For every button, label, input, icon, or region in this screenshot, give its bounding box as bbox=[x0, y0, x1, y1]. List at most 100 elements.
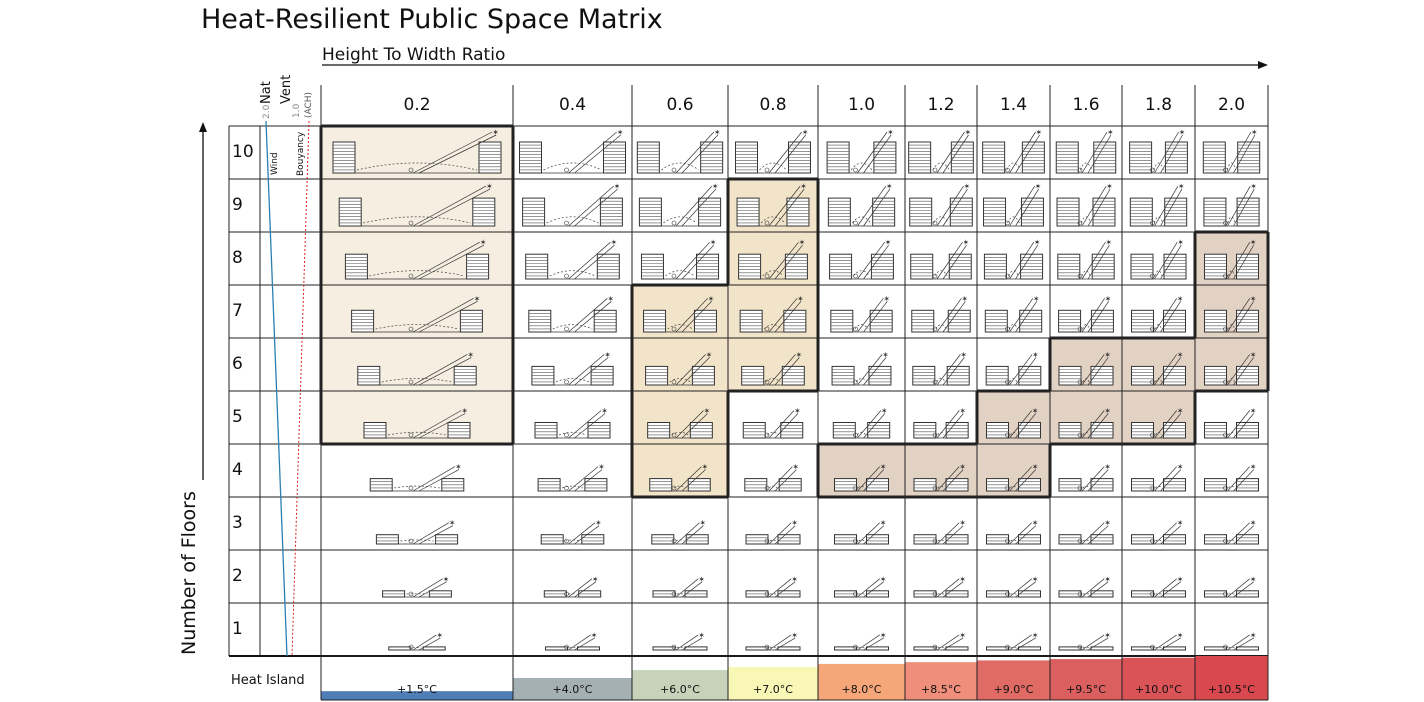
sun-ray bbox=[1087, 525, 1109, 545]
sun-icon: ✶ bbox=[1104, 575, 1111, 584]
sun-icon: ✶ bbox=[1105, 294, 1112, 303]
sun-ray bbox=[857, 466, 880, 492]
column-label: 1.8 bbox=[1144, 95, 1173, 115]
airflow-path bbox=[1227, 216, 1236, 224]
cell-sketch: ✶ bbox=[1058, 407, 1114, 439]
heat-island-bar bbox=[1122, 657, 1195, 700]
airflow-path bbox=[676, 646, 684, 648]
sun-ray bbox=[574, 134, 621, 174]
cell-sketch: ✶ bbox=[826, 128, 897, 174]
sun-ray bbox=[1081, 131, 1108, 174]
person-icon bbox=[408, 538, 414, 544]
sun-ray bbox=[681, 134, 719, 174]
person-icon bbox=[564, 591, 569, 597]
cell-sketch: ✶ bbox=[382, 575, 452, 598]
person-icon bbox=[764, 326, 770, 332]
row-label: 10 bbox=[232, 141, 254, 162]
sun-icon: ✶ bbox=[1104, 631, 1111, 640]
highlight-cell-zone_c bbox=[818, 444, 905, 497]
cell-sketch: ✶ bbox=[741, 350, 805, 386]
airflow-path bbox=[769, 646, 777, 648]
sun-ray bbox=[1009, 242, 1035, 280]
sun-ray bbox=[1233, 134, 1256, 174]
sun-icon: ✶ bbox=[1106, 182, 1113, 191]
cell-sketch: ✶ bbox=[519, 128, 626, 174]
cell-sketch: ✶ bbox=[742, 407, 804, 439]
cell-sketch: ✶ bbox=[1057, 238, 1115, 280]
building bbox=[1131, 646, 1154, 651]
sun-ray bbox=[1233, 188, 1255, 227]
sun-ray bbox=[1160, 413, 1181, 439]
sun-ray bbox=[768, 241, 799, 280]
sun-ray bbox=[942, 413, 964, 439]
sun-icon: ✶ bbox=[1035, 182, 1042, 191]
column-label: 2.0 bbox=[1217, 95, 1246, 115]
airflow-path bbox=[1010, 485, 1017, 489]
sun-ray bbox=[1227, 578, 1250, 598]
cell-sketch: ✶ bbox=[534, 407, 611, 439]
airflow-path bbox=[1080, 216, 1092, 224]
cell-sketch: ✶ bbox=[1131, 575, 1186, 598]
heat-island-value: +9.0°C bbox=[993, 683, 1034, 696]
airflow-path bbox=[1155, 324, 1162, 330]
cell-sketch: ✶ bbox=[1130, 238, 1187, 280]
sun-ray bbox=[681, 525, 704, 545]
cell-sketch: ✶ bbox=[739, 294, 807, 333]
cell-sketch: ✶ bbox=[338, 182, 496, 227]
cell-sketch: ✶ bbox=[834, 631, 889, 651]
cell-sketch: ✶ bbox=[531, 350, 614, 386]
building bbox=[1018, 646, 1041, 651]
sun-ray bbox=[1015, 245, 1039, 280]
airflow-path bbox=[1228, 485, 1235, 489]
sun-icon: ✶ bbox=[1032, 631, 1039, 640]
cell-sketch: ✶ bbox=[986, 463, 1041, 492]
heat-island-bar bbox=[728, 667, 818, 700]
sun-icon: ✶ bbox=[704, 407, 711, 416]
sun-ray bbox=[1087, 413, 1109, 439]
sun-ray bbox=[675, 298, 708, 333]
sun-ray bbox=[681, 581, 703, 598]
sun-ray bbox=[1154, 242, 1178, 280]
building bbox=[1129, 197, 1153, 227]
building bbox=[736, 197, 760, 227]
sun-ray bbox=[1233, 469, 1254, 492]
sun-icon: ✶ bbox=[791, 575, 798, 584]
sun-icon: ✶ bbox=[1032, 575, 1039, 584]
sun-ray bbox=[568, 298, 608, 333]
sun-ray bbox=[863, 244, 889, 280]
sun-ray bbox=[574, 357, 609, 386]
sun-ray bbox=[1009, 522, 1032, 545]
column-label: 1.6 bbox=[1072, 95, 1100, 115]
person-icon bbox=[853, 326, 858, 332]
cell-sketch: ✶ bbox=[735, 128, 811, 174]
sun-ray bbox=[574, 581, 597, 598]
airflow-path bbox=[565, 539, 580, 542]
cell-sketch: ✶ bbox=[831, 350, 892, 386]
airflow-path bbox=[375, 324, 459, 330]
person-icon bbox=[1150, 644, 1155, 650]
airflow-path bbox=[1155, 646, 1162, 648]
person-icon bbox=[1077, 220, 1083, 226]
building bbox=[652, 646, 676, 651]
row-label: 4 bbox=[232, 459, 243, 480]
airflow-path bbox=[1010, 431, 1017, 436]
building bbox=[777, 646, 801, 651]
airflow-path bbox=[667, 324, 693, 330]
cell-sketch: ✶ bbox=[522, 182, 623, 227]
sun-icon: ✶ bbox=[607, 294, 614, 303]
sun-ray bbox=[857, 185, 887, 227]
cell-sketch: ✶ bbox=[1058, 350, 1114, 386]
sun-ray bbox=[412, 410, 462, 439]
person-icon bbox=[1077, 591, 1083, 597]
sun-ray bbox=[1227, 634, 1250, 651]
sun-ray bbox=[1015, 469, 1036, 492]
sun-icon: ✶ bbox=[1178, 182, 1185, 191]
sun-icon: ✶ bbox=[794, 407, 801, 416]
sun-ray bbox=[1081, 522, 1105, 545]
sun-icon: ✶ bbox=[1177, 350, 1184, 359]
sun-ray bbox=[1081, 242, 1106, 280]
building bbox=[1058, 422, 1082, 439]
person-icon bbox=[564, 538, 569, 544]
sun-ray bbox=[568, 466, 599, 492]
sun-icon: ✶ bbox=[443, 575, 450, 584]
